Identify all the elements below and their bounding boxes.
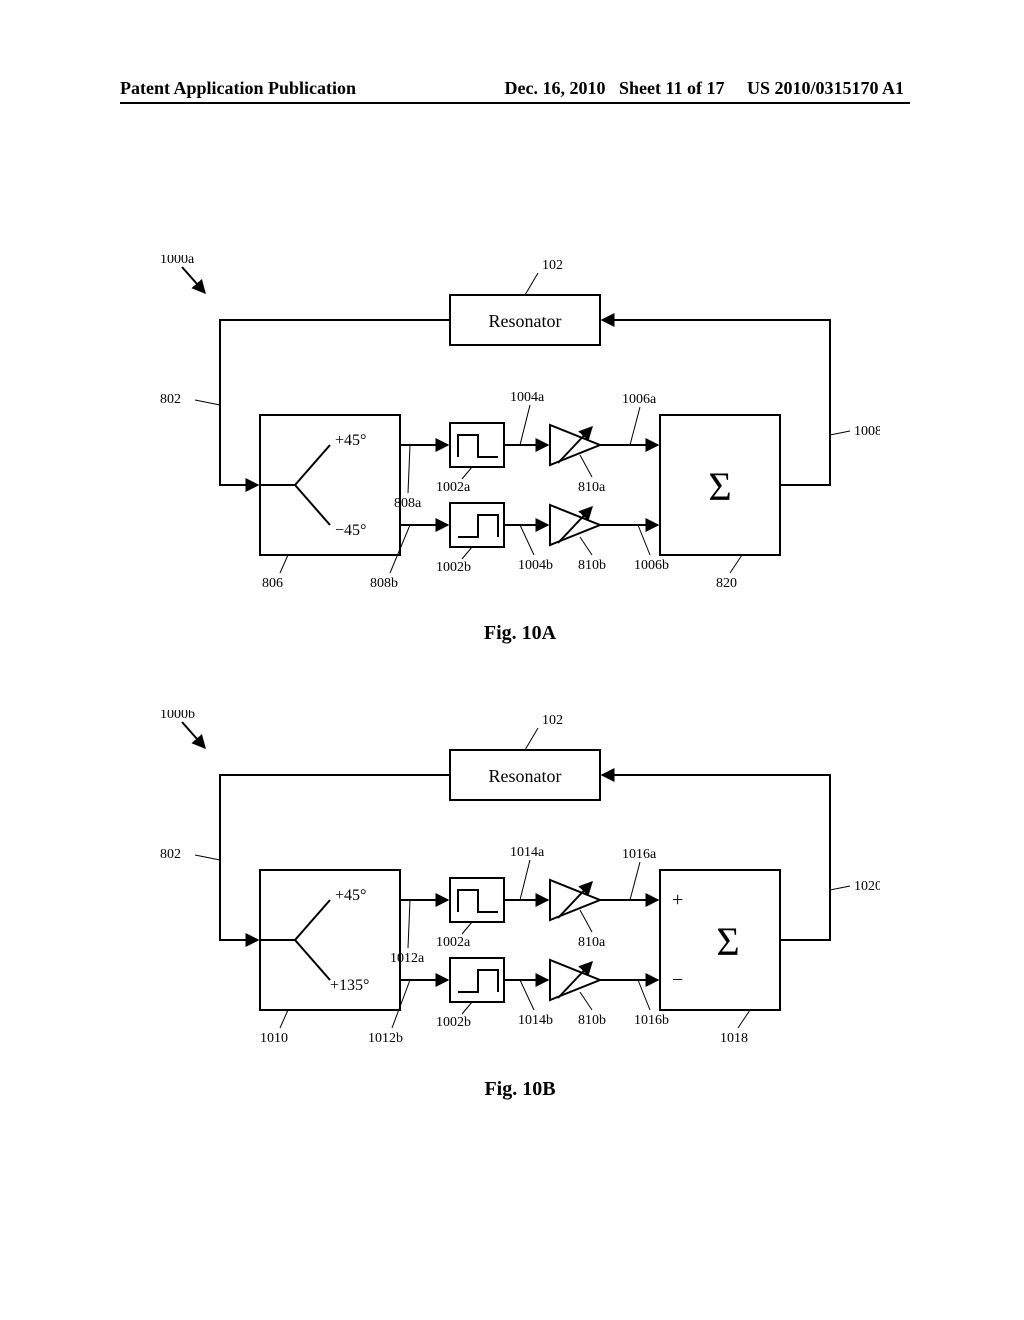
phase1-label: +45° (335, 432, 366, 449)
wire-resonator-out (220, 320, 450, 485)
amp-b-var-icon (558, 507, 592, 543)
leader-1016b (638, 980, 650, 1010)
squarer-a-icon (458, 890, 498, 912)
header-right: Dec. 16, 2010 Sheet 11 of 17 US 2010/031… (504, 78, 904, 99)
sum-plus: + (672, 889, 683, 911)
ref-1008: 1008 (854, 424, 880, 439)
ref-810b: 810b (578, 558, 606, 573)
leader-808a (408, 445, 410, 493)
leader-810aB (580, 910, 592, 932)
amp-a-var-icon (558, 427, 592, 463)
leader-1014b (520, 980, 534, 1010)
leader-806 (280, 555, 288, 573)
sum-label: Σ (716, 919, 739, 964)
ref-810aB: 810a (578, 935, 606, 950)
ref-102: 102 (542, 258, 563, 273)
ref-808a: 808a (394, 496, 422, 511)
ref-1004a: 1004a (510, 390, 545, 405)
ref-1000a: 1000a (160, 255, 195, 267)
ref-1000b: 1000b (160, 710, 195, 722)
split-upper (260, 900, 330, 940)
ref-1014b: 1014b (518, 1013, 553, 1028)
sum-label: Σ (708, 464, 731, 509)
leader-102b (525, 728, 538, 750)
figure-10b: Resonator 102 1000b 802 +45° +135° 1010 … (160, 710, 880, 1070)
ref-1020: 1020 (854, 879, 880, 894)
ref-820: 820 (716, 576, 737, 591)
leader-1004b (520, 525, 534, 555)
header-left: Patent Application Publication (120, 78, 356, 99)
figure-10a: Resonator 102 1000a 802 +45° −45° 806 80… (160, 255, 880, 615)
squarer-b-icon (458, 515, 498, 537)
ref-1002a: 1002a (436, 480, 471, 495)
ref-1016b: 1016b (634, 1013, 669, 1028)
leader-1002b (462, 547, 472, 559)
ref-1016a: 1016a (622, 847, 657, 862)
header-date: Dec. 16, 2010 (504, 78, 605, 98)
ref-1006b: 1006b (634, 558, 669, 573)
ref-1006a: 1006a (622, 392, 657, 407)
ref-1010: 1010 (260, 1031, 288, 1046)
ref-1012b: 1012b (368, 1031, 403, 1046)
arrow-1000b (182, 722, 205, 748)
page-header: Patent Application Publication Dec. 16, … (0, 78, 1024, 99)
split-lower (295, 485, 330, 525)
phase1-label: +45° (335, 887, 366, 904)
header-pubnum: US 2010/0315170 A1 (747, 78, 904, 98)
leader-1008 (830, 431, 850, 435)
sum-minus: − (672, 969, 683, 991)
leader-102 (525, 273, 538, 295)
ref-102b: 102 (542, 713, 563, 728)
header-rule (120, 102, 910, 104)
ref-1002b: 1002b (436, 560, 471, 575)
leader-1006a (630, 407, 640, 445)
split-lower (295, 940, 330, 980)
leader-820 (730, 555, 742, 573)
ref-806: 806 (262, 576, 283, 591)
ref-1002aB: 1002a (436, 935, 471, 950)
split-upper (260, 445, 330, 485)
wire-resonator-out (220, 775, 450, 940)
phase2-label: −45° (335, 522, 366, 539)
arrow-1000a (182, 267, 205, 293)
leader-1010 (280, 1010, 288, 1028)
ref-1004b: 1004b (518, 558, 553, 573)
leader-802b (195, 855, 220, 860)
ref-1012a: 1012a (390, 951, 425, 966)
caption-10b: Fig. 10B (160, 1078, 880, 1101)
amp-b-var-icon (558, 962, 592, 998)
leader-1006b (638, 525, 650, 555)
page: Patent Application Publication Dec. 16, … (0, 0, 1024, 1320)
leader-1012a (408, 900, 410, 948)
leader-1004a (520, 405, 530, 445)
leader-1018 (738, 1010, 750, 1028)
resonator-label: Resonator (489, 766, 562, 786)
squarer-b-icon (458, 970, 498, 992)
squarer-a-icon (458, 435, 498, 457)
ref-810a: 810a (578, 480, 606, 495)
ref-1014a: 1014a (510, 845, 545, 860)
ref-810bB: 810b (578, 1013, 606, 1028)
ref-802b: 802 (160, 847, 181, 862)
phase2-label: +135° (330, 977, 369, 994)
ref-802: 802 (160, 392, 181, 407)
leader-1020 (830, 886, 850, 890)
leader-1014a (520, 860, 530, 900)
caption-10a: Fig. 10A (160, 622, 880, 645)
leader-1016a (630, 862, 640, 900)
leader-1002aB (462, 922, 472, 934)
amp-a-var-icon (558, 882, 592, 918)
leader-1002a (462, 467, 472, 479)
ref-1002bB: 1002b (436, 1015, 471, 1030)
leader-810a (580, 455, 592, 477)
resonator-label: Resonator (489, 311, 562, 331)
ref-1018: 1018 (720, 1031, 748, 1046)
leader-810b (580, 537, 592, 555)
header-sheet: Sheet 11 of 17 (619, 78, 725, 98)
leader-802 (195, 400, 220, 405)
leader-1002bB (462, 1002, 472, 1014)
ref-808b: 808b (370, 576, 398, 591)
leader-810bB (580, 992, 592, 1010)
